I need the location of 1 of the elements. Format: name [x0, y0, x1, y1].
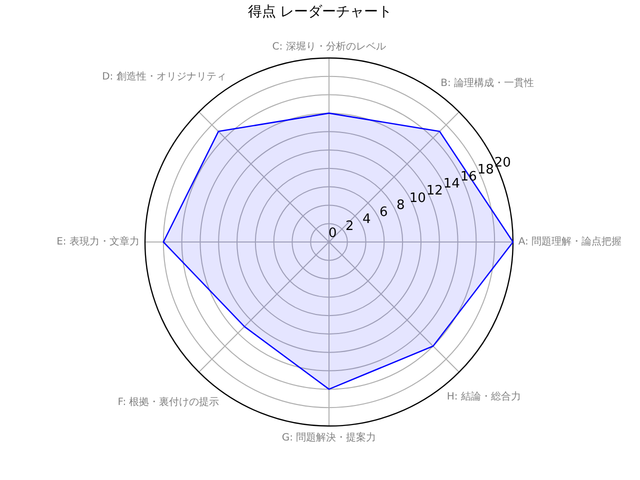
title: 得点 レーダーチャート — [248, 4, 392, 20]
